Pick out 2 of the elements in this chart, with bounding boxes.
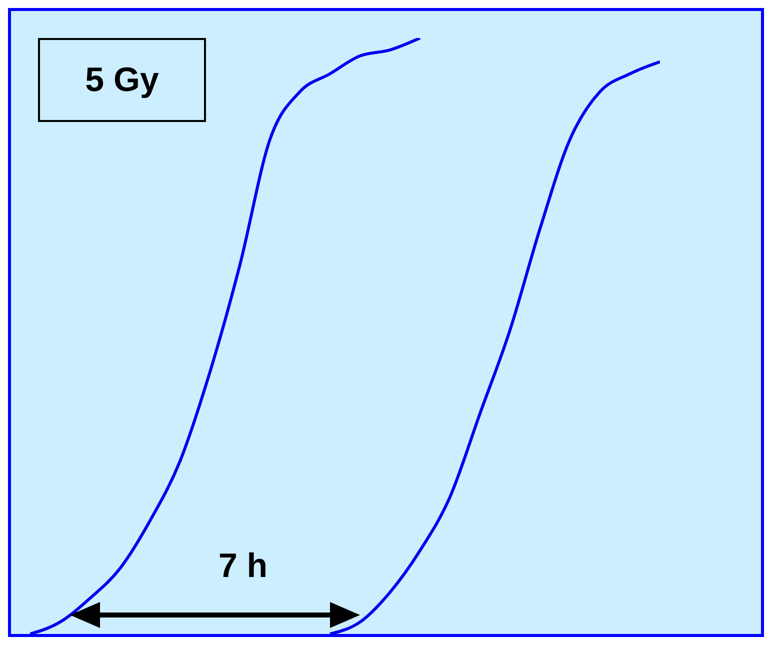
annotation: 7 h xyxy=(217,547,269,586)
annotation: 5 Gy xyxy=(38,38,206,122)
